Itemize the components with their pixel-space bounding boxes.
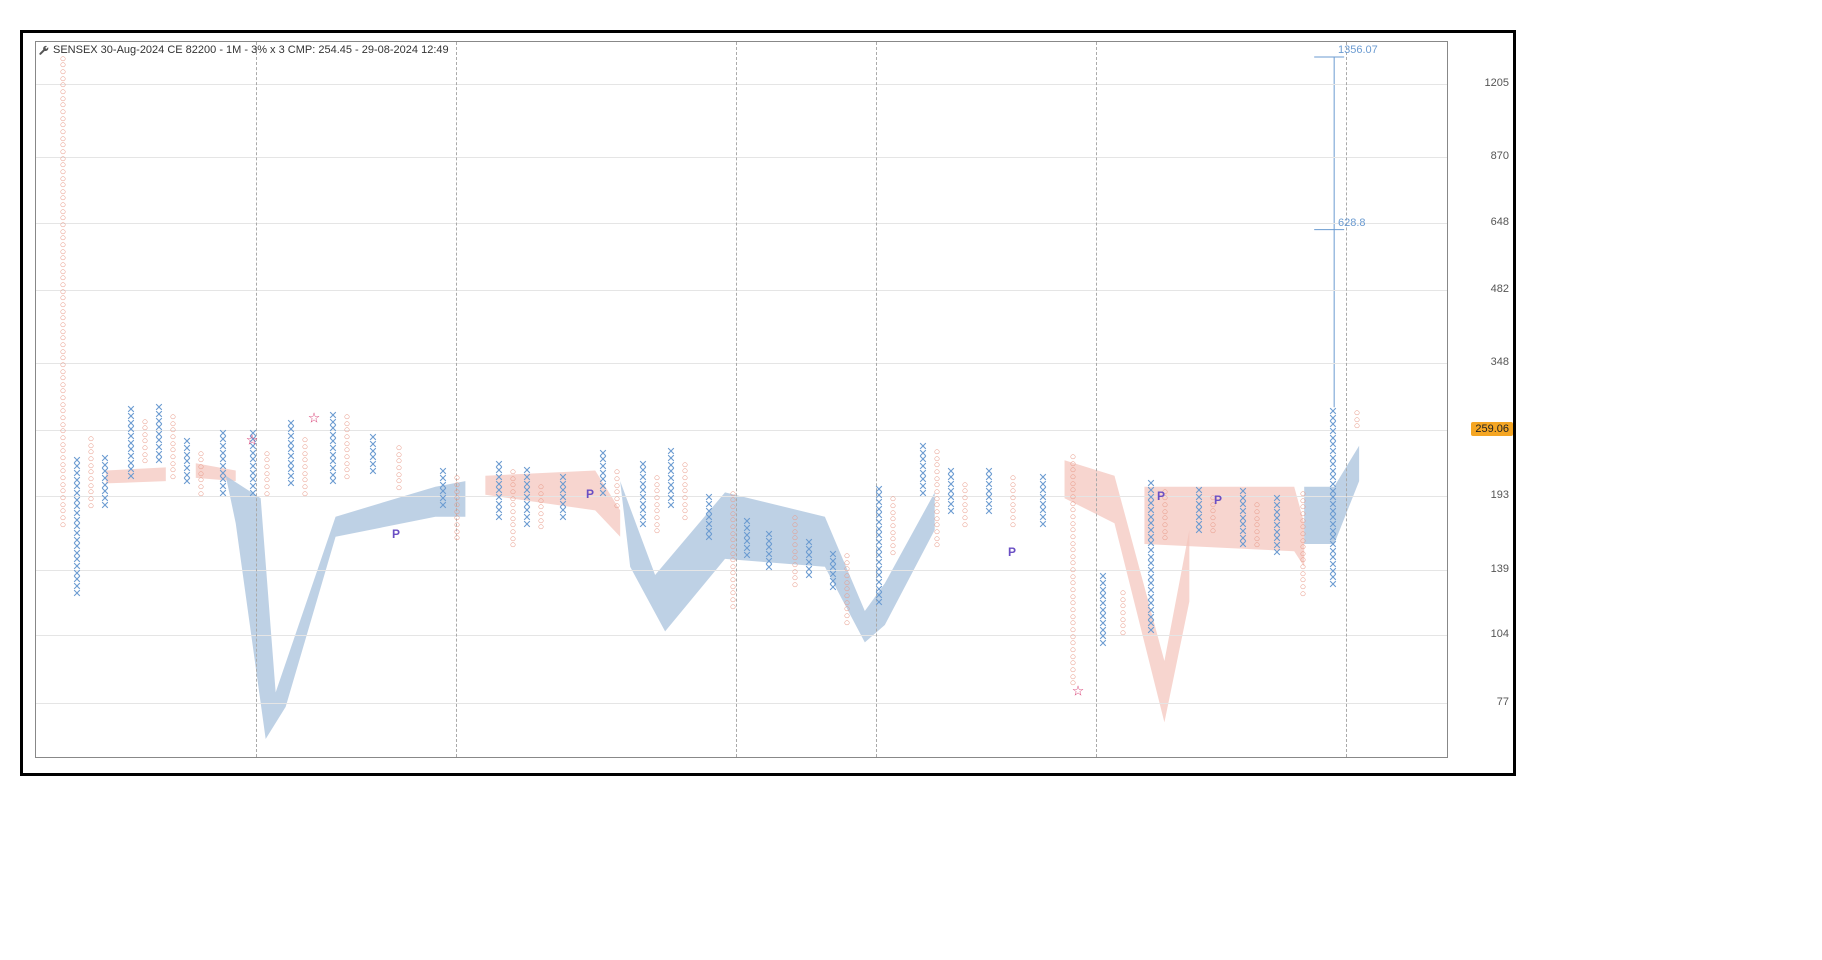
o-box: ○ xyxy=(678,460,692,471)
x-box: ✕ xyxy=(556,473,570,484)
o-box: ○ xyxy=(726,489,740,500)
gridline-h xyxy=(36,703,1447,704)
x-box: ✕ xyxy=(636,460,650,471)
x-box: ✕ xyxy=(152,403,166,414)
o-box: ○ xyxy=(506,467,520,478)
y-tick-label: 77 xyxy=(1497,696,1509,708)
x-box: ✕ xyxy=(326,411,340,422)
chart-frame: SENSEX 30-Aug-2024 CE 82200 - 1M - 3% x … xyxy=(20,30,1516,776)
chart-svg xyxy=(36,42,1447,757)
o-box: ○ xyxy=(194,449,208,460)
o-box: ○ xyxy=(610,467,624,478)
o-box: ○ xyxy=(1006,473,1020,484)
y-tick-label: 193 xyxy=(1491,489,1509,501)
y-tick-label: 648 xyxy=(1491,216,1509,228)
x-box: ✕ xyxy=(1270,494,1284,505)
x-box: ✕ xyxy=(740,517,754,528)
x-box: ✕ xyxy=(70,456,84,467)
x-box: ✕ xyxy=(366,433,380,444)
o-box: ○ xyxy=(886,494,900,505)
x-box: ✕ xyxy=(284,419,298,430)
x-box: ✕ xyxy=(492,460,506,471)
current-price-tag: 259.06 xyxy=(1471,422,1513,436)
gridline-h xyxy=(36,290,1447,291)
star-marker: ☆ xyxy=(1072,683,1085,700)
o-box: ○ xyxy=(650,473,664,484)
x-box: ✕ xyxy=(762,530,776,541)
o-box: ○ xyxy=(138,417,152,428)
gridline-v xyxy=(456,42,457,757)
target-label: 1356.07 xyxy=(1338,44,1378,56)
gridline-v xyxy=(1346,42,1347,757)
y-tick-label: 104 xyxy=(1491,628,1509,640)
y-axis: 77 104 139 193 259.06 348 482 648 870 1205 xyxy=(1448,41,1513,758)
star-marker: ☆ xyxy=(308,410,321,427)
o-box: ○ xyxy=(1296,489,1310,500)
x-box: ✕ xyxy=(98,454,112,465)
x-box: ✕ xyxy=(664,447,678,458)
y-tick-label: 482 xyxy=(1491,283,1509,295)
o-box: ○ xyxy=(166,412,180,423)
chart-title-bar: SENSEX 30-Aug-2024 CE 82200 - 1M - 3% x … xyxy=(38,44,449,56)
gridline-h xyxy=(36,363,1447,364)
o-box: ○ xyxy=(1250,500,1264,511)
y-tick-label: 139 xyxy=(1491,563,1509,575)
gridline-v xyxy=(876,42,877,757)
x-box: ✕ xyxy=(702,493,716,504)
o-box: ○ xyxy=(392,443,406,454)
o-box: ○ xyxy=(340,412,354,423)
chart-plot-area[interactable]: SENSEX 30-Aug-2024 CE 82200 - 1M - 3% x … xyxy=(35,41,1448,758)
o-box: ○ xyxy=(260,449,274,460)
x-box: ✕ xyxy=(216,429,230,440)
gridline-v xyxy=(256,42,257,757)
y-tick-label: 1205 xyxy=(1485,77,1509,89)
gridline-h xyxy=(36,223,1447,224)
gridline-h xyxy=(36,635,1447,636)
x-box: ✕ xyxy=(1192,486,1206,497)
x-box: ✕ xyxy=(916,442,930,453)
x-box: ✕ xyxy=(1036,473,1050,484)
p-marker: P xyxy=(586,487,594,501)
x-box: ✕ xyxy=(124,405,138,416)
gridline-h xyxy=(36,570,1447,571)
p-marker: P xyxy=(1214,493,1222,507)
trend-band xyxy=(226,476,466,739)
p-marker: P xyxy=(1008,545,1016,559)
y-tick-label: 870 xyxy=(1491,150,1509,162)
o-box: ○ xyxy=(534,482,548,493)
o-box: ○ xyxy=(840,551,854,562)
gridline-v xyxy=(736,42,737,757)
o-box: ○ xyxy=(788,513,802,524)
x-box: ✕ xyxy=(982,467,996,478)
star-marker: ☆ xyxy=(246,432,259,449)
gridline-h xyxy=(36,157,1447,158)
x-box: ✕ xyxy=(802,538,816,549)
chart-title: SENSEX 30-Aug-2024 CE 82200 - 1M - 3% x … xyxy=(53,44,449,56)
o-box: ○ xyxy=(84,434,98,445)
x-box: ✕ xyxy=(1326,407,1340,418)
o-box: ○ xyxy=(450,473,464,484)
x-box: ✕ xyxy=(436,467,450,478)
x-box: ✕ xyxy=(944,467,958,478)
x-box: ✕ xyxy=(1236,487,1250,498)
y-tick-label: 348 xyxy=(1491,356,1509,368)
o-box: ○ xyxy=(1350,408,1364,419)
x-box: ✕ xyxy=(596,449,610,460)
p-marker: P xyxy=(392,527,400,541)
x-box: ✕ xyxy=(1096,572,1110,583)
o-box: ○ xyxy=(298,435,312,446)
x-box: ✕ xyxy=(520,466,534,477)
x-box: ✕ xyxy=(872,485,886,496)
x-box: ✕ xyxy=(180,437,194,448)
o-box: ○ xyxy=(958,480,972,491)
target-label: 628.8 xyxy=(1338,217,1366,229)
x-box: ✕ xyxy=(826,550,840,561)
p-marker: P xyxy=(1157,489,1165,503)
o-box: ○ xyxy=(1066,452,1080,463)
x-box: ✕ xyxy=(1144,479,1158,490)
gridline-h xyxy=(36,84,1447,85)
o-box: ○ xyxy=(1116,588,1130,599)
o-box: ○ xyxy=(930,447,944,458)
settings-icon[interactable] xyxy=(38,45,49,56)
